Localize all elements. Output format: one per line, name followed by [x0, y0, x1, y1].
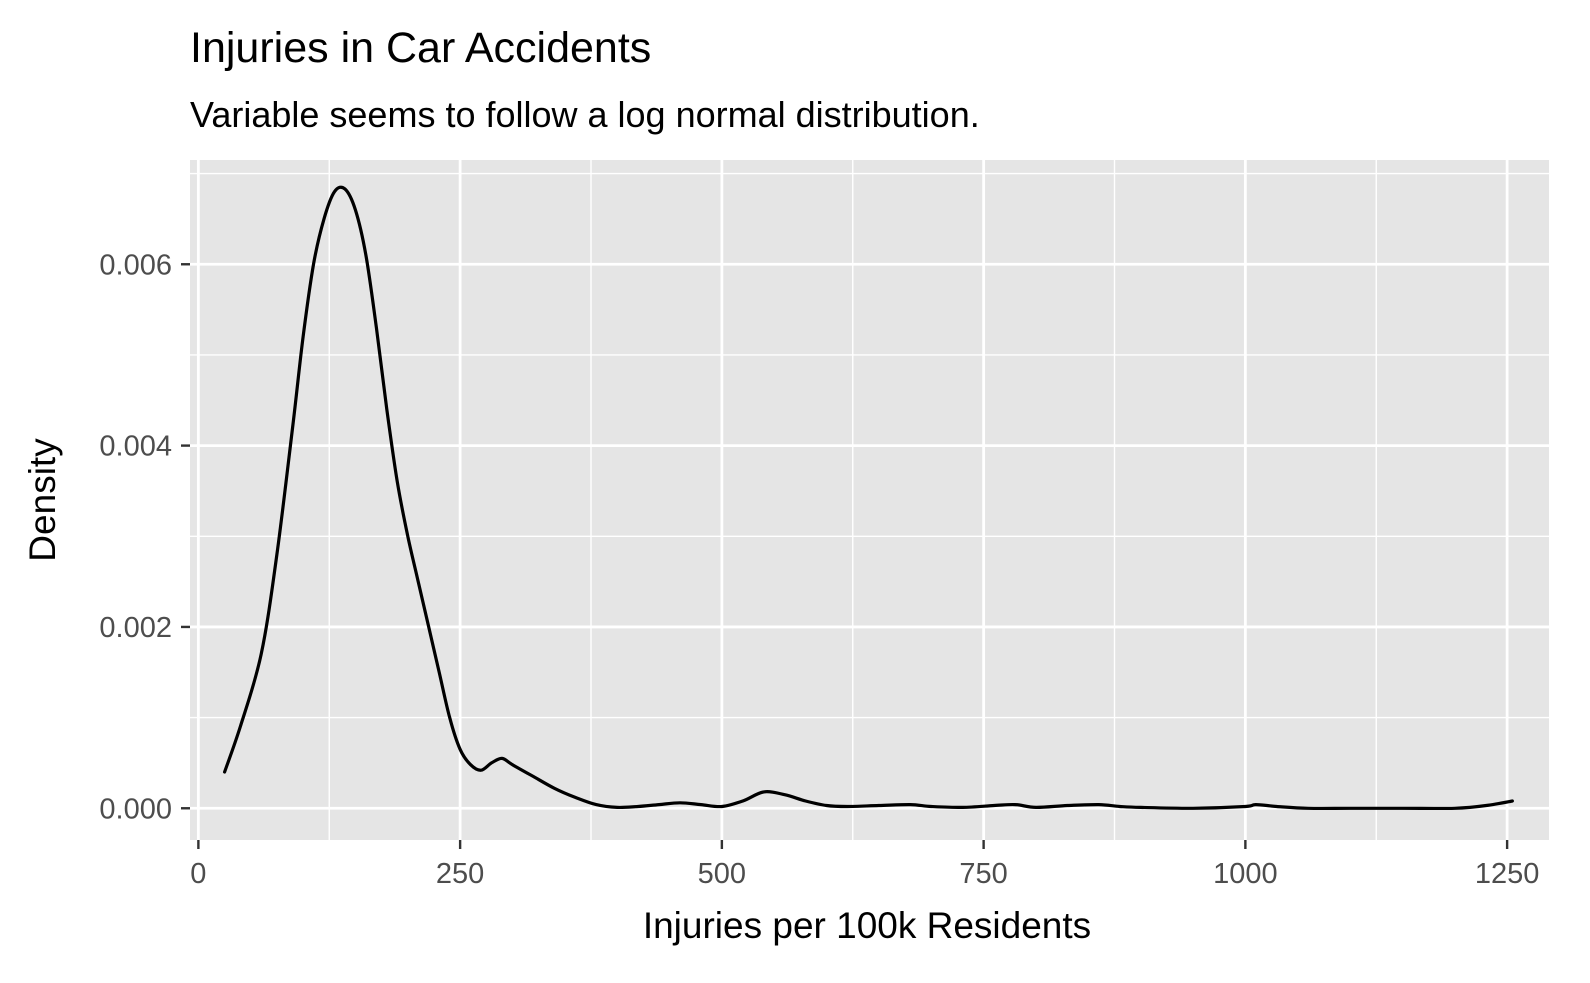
x-tick-label: 0 [190, 858, 206, 890]
minor-gridlines [190, 160, 1549, 840]
x-tick-label: 1000 [1213, 858, 1278, 890]
x-tick-label: 500 [698, 858, 746, 890]
x-tick-label: 750 [959, 858, 1007, 890]
y-tick-label: 0.002 [99, 612, 172, 644]
chart-title: Injuries in Car Accidents [190, 24, 651, 72]
x-tick-labels: 0 250 500 750 1000 1250 [190, 858, 1539, 890]
plot-panel [190, 160, 1549, 840]
axis-ticks [181, 263, 1509, 849]
major-gridlines [190, 160, 1549, 840]
density-line [223, 185, 1514, 811]
x-axis-title: Injuries per 100k Residents [643, 905, 1091, 946]
x-tick-label: 250 [436, 858, 484, 890]
x-tick-label: 1250 [1475, 858, 1540, 890]
y-axis-title: Density [22, 438, 63, 562]
y-tick-label: 0.000 [99, 793, 172, 825]
y-tick-labels: 0.000 0.002 0.004 0.006 [99, 249, 172, 825]
y-tick-label: 0.004 [99, 431, 172, 463]
y-tick-label: 0.006 [99, 249, 172, 281]
chart-subtitle: Variable seems to follow a log normal di… [190, 94, 980, 135]
